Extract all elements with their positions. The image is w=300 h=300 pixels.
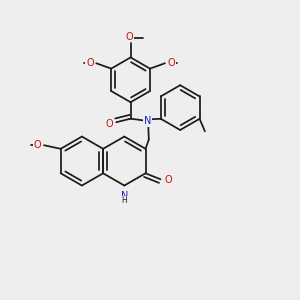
Text: N: N [144, 116, 152, 126]
Text: H: H [122, 196, 127, 205]
Text: O: O [86, 58, 94, 68]
Text: O: O [105, 119, 113, 129]
Text: O: O [165, 175, 172, 185]
Text: O: O [167, 58, 175, 68]
Text: N: N [121, 191, 128, 201]
Text: O: O [33, 140, 41, 150]
Text: O: O [125, 32, 133, 42]
